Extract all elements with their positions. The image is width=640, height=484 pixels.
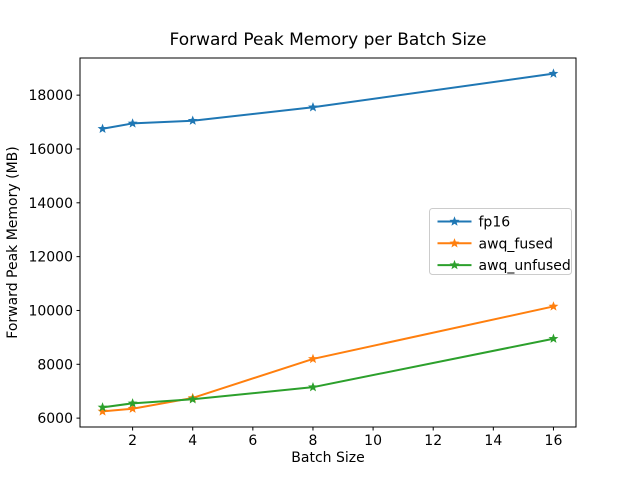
x-tick-label: 2 — [128, 433, 137, 449]
y-tick-label: 16000 — [28, 142, 73, 158]
y-tick-label: 14000 — [28, 196, 73, 212]
series-marker-fp16 — [127, 118, 138, 128]
y-axis-label: Forward Peak Memory (MB) — [5, 146, 21, 338]
x-tick-label: 10 — [364, 433, 382, 449]
series-marker-awq_fused — [548, 301, 559, 311]
x-tick-label: 12 — [424, 433, 442, 449]
x-tick-label: 14 — [484, 433, 502, 449]
series-line-awq_unfused — [102, 337, 554, 409]
plot-area: 2 4 6 8 10 12 14 16 6000 8000 10000 12000 14000 16000… — [28, 57, 577, 449]
series-marker-fp16 — [548, 68, 559, 78]
legend: fp16 awq_fused awq_unfused — [429, 208, 572, 275]
legend-label-fp16: fp16 — [479, 215, 511, 231]
y-tick-label: 6000 — [37, 411, 73, 427]
x-tick-label: 6 — [248, 433, 257, 449]
legend-label-awq_fused: awq_fused — [479, 236, 554, 252]
series-marker-awq_unfused — [308, 381, 318, 392]
series-marker-awq_fused — [97, 406, 108, 416]
x-tick-label: 8 — [309, 433, 318, 449]
y-tick-label: 10000 — [28, 303, 73, 319]
legend-sample-marker-awq_fused — [449, 238, 460, 248]
y-tick-label: 12000 — [28, 250, 73, 266]
legend-sample-marker-awq_unfused — [449, 259, 460, 270]
legend-box — [429, 208, 572, 275]
y-tick-label: 18000 — [28, 88, 73, 104]
plot-border — [79, 57, 577, 428]
series-marker-awq_unfused — [187, 394, 198, 404]
series-marker-awq_fused — [127, 403, 138, 413]
series-line-fp16 — [102, 72, 554, 130]
legend-sample-marker-fp16 — [449, 216, 460, 226]
legend-label-awq_unfused: awq_unfused — [479, 258, 571, 274]
x-tick-label: 4 — [188, 433, 197, 449]
series-marker-fp16 — [308, 102, 318, 112]
series-line-awq_fused — [102, 305, 554, 413]
x-axis-label: Batch Size — [291, 450, 364, 466]
series-marker-awq_unfused — [97, 402, 108, 412]
chart-title: Forward Peak Memory per Batch Size — [170, 30, 487, 50]
series-marker-fp16 — [187, 115, 198, 125]
series-marker-awq_fused — [308, 353, 318, 364]
series-marker-fp16 — [97, 123, 108, 133]
x-tick-label: 16 — [545, 433, 563, 449]
series-marker-awq_unfused — [127, 398, 138, 408]
series-marker-awq_unfused — [548, 333, 559, 343]
y-tick-label: 8000 — [37, 357, 73, 373]
